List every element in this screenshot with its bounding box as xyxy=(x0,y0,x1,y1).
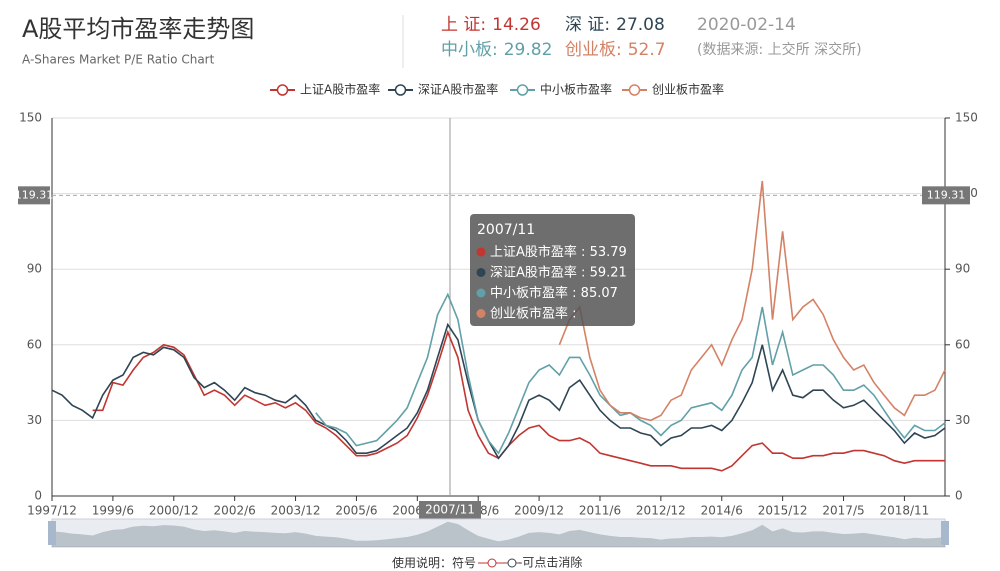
x-tick-label: 2000/12 xyxy=(149,504,199,518)
y2-tick-label: 0 xyxy=(955,489,963,503)
tooltip-row: 中小板市盈率 : 85.07 xyxy=(490,285,618,301)
note-symbol xyxy=(487,558,497,568)
y2-tick-label: 90 xyxy=(955,262,970,276)
chart-title: A股平均市盈率走势图 xyxy=(22,15,254,43)
tooltip-box xyxy=(470,214,635,326)
y2-tick-label: 150 xyxy=(955,111,978,125)
note-prefix: 使用说明：符号 xyxy=(392,555,476,570)
series-line xyxy=(558,180,946,422)
stat-label: 中小板: xyxy=(441,40,498,60)
pointer-label: 119.31 xyxy=(15,188,54,201)
note-symbol xyxy=(507,558,517,568)
x-tick-label: 2005/6 xyxy=(335,504,377,518)
chart-subtitle: A-Shares Market P/E Ratio Chart xyxy=(22,53,215,67)
tooltip-name: 上证A股市盈率 xyxy=(490,244,577,260)
tooltip-dot xyxy=(476,288,486,298)
tooltip-row: 上证A股市盈率 : 53.79 xyxy=(490,244,627,260)
x-tick-label: 2018/11 xyxy=(879,504,929,518)
stat: 创业板: 52.7 xyxy=(565,40,666,60)
tooltip-row: 深证A股市盈率 : 59.21 xyxy=(490,264,627,280)
pointer-label-box xyxy=(18,186,50,205)
stat: 上 证: 14.26 xyxy=(441,15,541,35)
x-tick-label: 2017/5 xyxy=(822,504,864,518)
zoom-frame xyxy=(51,518,946,548)
tooltip-dot xyxy=(476,247,486,257)
legend-symbol xyxy=(628,84,641,96)
x-tick-label: 1997/12 xyxy=(27,504,77,518)
tooltip-sep: : xyxy=(577,245,590,260)
y2-tick-label: 60 xyxy=(955,337,970,351)
tooltip: 2007/11 上证A股市盈率 : 53.79 深证A股市盈率 : 59.21 中小板… xyxy=(470,214,635,326)
stat-value: 27.08 xyxy=(616,15,665,35)
stat: 深 证: 27.08 xyxy=(565,15,665,35)
stat: 中小板: 29.82 xyxy=(441,40,552,60)
stat-value: 14.26 xyxy=(492,15,541,35)
tooltip-dot xyxy=(476,309,486,318)
x-tick-label: 1999/6 xyxy=(92,504,134,518)
zoom-handle[interactable] xyxy=(48,521,56,545)
y-tick-label: 60 xyxy=(27,337,42,351)
legend-item[interactable]: 中小板市盈率 xyxy=(510,82,612,97)
tooltip-value: 85.07 xyxy=(581,286,618,301)
x-tick-label: 2002/6 xyxy=(214,504,256,518)
legend-symbol xyxy=(394,84,407,96)
legend-item[interactable]: 深证A股市盈率 xyxy=(388,82,498,97)
tooltip-name: 深证A股市盈率 xyxy=(490,264,577,280)
y-tick-label: 150 xyxy=(19,111,42,125)
y-tick-label: 0 xyxy=(34,489,42,503)
hover-x-box xyxy=(419,501,481,519)
x-tick-label: 2003/12 xyxy=(271,504,321,518)
source: (数据来源: 上交所 深交所) xyxy=(697,41,862,58)
y-tick-label: 30 xyxy=(27,413,42,427)
usage-note: 使用说明：符号 xyxy=(392,555,476,570)
tooltip-value: 53.79 xyxy=(590,245,627,260)
tooltip-sep: : xyxy=(568,306,577,321)
stat-label: 创业板: xyxy=(565,40,622,60)
x-tick-label: 2014/6 xyxy=(701,504,743,518)
legend-label: 深证A股市盈率 xyxy=(418,82,498,97)
stat-value: 52.7 xyxy=(628,40,666,60)
tooltip-row: 创业板市盈率 : xyxy=(490,305,577,321)
legend-label: 上证A股市盈率 xyxy=(300,82,380,97)
x-tick-label: 2012/12 xyxy=(636,504,686,518)
series-line xyxy=(51,322,946,460)
tooltip-sep: : xyxy=(568,286,581,301)
tooltip-value: 59.21 xyxy=(590,265,627,280)
legend-symbol xyxy=(276,84,289,96)
zoom-handle[interactable] xyxy=(941,521,949,545)
hover-x-label: 2007/11 xyxy=(425,503,475,517)
date: 2020-02-14 xyxy=(697,15,796,35)
x-tick-label: 2011/6 xyxy=(579,504,621,518)
tooltip-name: 中小板市盈率 xyxy=(490,285,568,301)
legend-symbol xyxy=(516,84,529,96)
stat-value: 29.82 xyxy=(504,40,553,60)
x-tick-label: 2015/12 xyxy=(758,504,808,518)
series-line xyxy=(92,329,945,472)
legend-label: 中小板市盈率 xyxy=(540,82,612,97)
pointer-label-box xyxy=(922,186,970,205)
zoom-preview xyxy=(52,521,945,547)
tooltip-sep: : xyxy=(577,265,590,280)
tooltip-name: 创业板市盈率 xyxy=(490,305,568,321)
tooltip-title: 2007/11 xyxy=(477,222,535,238)
legend-item[interactable]: 创业板市盈率 xyxy=(622,82,724,97)
tooltip-dot xyxy=(476,268,486,277)
note-suffix: -可点击消除 xyxy=(518,555,582,570)
x-tick-label: 2009/12 xyxy=(514,504,564,518)
pointer-label: 119.31 xyxy=(927,188,966,201)
legend-label: 创业板市盈率 xyxy=(652,82,724,97)
stat-label: 深 证: xyxy=(565,15,610,35)
stat-label: 上 证: xyxy=(441,15,486,35)
y2-tick-label: 30 xyxy=(955,413,970,427)
y-tick-label: 90 xyxy=(27,262,42,276)
legend-item[interactable]: 上证A股市盈率 xyxy=(270,82,380,97)
